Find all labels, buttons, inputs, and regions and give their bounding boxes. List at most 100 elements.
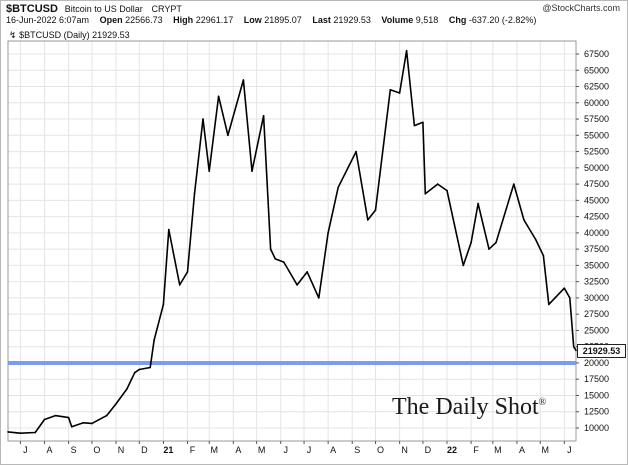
price-point xyxy=(488,248,490,250)
legend-label: $BTCUSD (Daily) 21929.53 xyxy=(19,30,130,40)
last-price-marker: 21929.53 xyxy=(577,344,626,358)
price-point xyxy=(217,95,220,98)
price-point xyxy=(208,170,211,172)
price-point xyxy=(422,121,424,124)
price-point xyxy=(462,264,465,267)
x-tick-label: J xyxy=(307,445,312,455)
price-point xyxy=(495,241,497,244)
x-tick-label: J xyxy=(567,445,572,455)
watermark-logo: The Daily Shot® xyxy=(392,394,547,420)
y-tick-label: 40000 xyxy=(584,228,609,238)
price-point xyxy=(534,238,537,241)
price-point xyxy=(542,254,545,257)
x-tick-label: N xyxy=(118,445,125,455)
price-point xyxy=(436,183,439,185)
price-point xyxy=(554,297,556,299)
x-tick-label: A xyxy=(47,445,53,455)
price-point xyxy=(19,432,22,434)
price-point xyxy=(43,418,46,421)
x-tick-label: D xyxy=(425,445,432,455)
y-tick-label: 65000 xyxy=(584,65,609,75)
price-point xyxy=(446,189,448,192)
price-point xyxy=(563,287,566,289)
price-point xyxy=(337,186,340,189)
y-tick-label: 30000 xyxy=(584,293,609,303)
price-point xyxy=(548,303,550,306)
y-tick-label: 55000 xyxy=(584,130,609,140)
symbol: $BTCUSD xyxy=(6,3,58,15)
price-point xyxy=(269,248,272,250)
x-axis: J A S O N D 21 F M A M J J A S O N D 22 F M A M J xyxy=(19,441,572,455)
series-legend: ↯ $BTCUSD (Daily) 21929.53 xyxy=(9,30,130,41)
price-point xyxy=(523,219,525,221)
price-point xyxy=(168,228,170,231)
price-point xyxy=(306,271,308,273)
price-point xyxy=(227,134,229,137)
quote-low: Low 21895.07 xyxy=(243,15,302,25)
y-tick-label: 67500 xyxy=(584,49,609,59)
price-point xyxy=(568,297,571,299)
y-tick-label: 10000 xyxy=(584,423,609,433)
y-tick-label: 50000 xyxy=(584,163,609,173)
y-tick-label: 17500 xyxy=(584,374,609,384)
price-point xyxy=(318,297,320,299)
y-tick-label: 25000 xyxy=(584,325,609,335)
price-point xyxy=(572,345,575,348)
x-tick-label: M xyxy=(494,445,502,455)
price-point xyxy=(178,284,181,286)
y-tick-label: 27500 xyxy=(584,309,609,319)
y-axis: 1000012500150001750020000225002500027500… xyxy=(576,49,609,433)
x-tick-label: M xyxy=(210,445,218,455)
price-point xyxy=(186,271,189,273)
price-point xyxy=(105,414,108,417)
legend-swatch-icon: ↯ xyxy=(9,30,17,40)
price-point xyxy=(389,88,392,91)
price-point xyxy=(67,416,70,419)
price-point xyxy=(327,232,329,234)
exchange: CRYPT xyxy=(151,4,182,14)
price-point xyxy=(274,258,277,260)
price-point xyxy=(477,202,479,205)
y-tick-label: 62500 xyxy=(584,82,609,92)
x-tick-label: S xyxy=(354,445,360,455)
price-point xyxy=(262,114,265,117)
price-point xyxy=(283,261,285,263)
y-tick-label: 32500 xyxy=(584,277,609,287)
x-tick-label: F xyxy=(190,445,196,455)
price-point xyxy=(54,414,57,417)
price-point xyxy=(413,124,416,127)
y-tick-label: 45000 xyxy=(584,195,609,205)
price-point xyxy=(91,422,93,425)
quote-high: High 22961.17 xyxy=(173,15,234,25)
price-series-line xyxy=(7,49,577,435)
x-tick-label: J xyxy=(283,445,288,455)
price-point xyxy=(405,49,408,52)
x-tick-label: A xyxy=(330,445,336,455)
plot-area xyxy=(7,40,577,442)
y-tick-label: 15000 xyxy=(584,390,609,400)
y-tick-label: 37500 xyxy=(584,244,609,254)
price-point xyxy=(115,403,117,405)
x-tick-label: A xyxy=(235,445,241,455)
y-tick-label: 20000 xyxy=(584,358,609,368)
y-tick-label: 42500 xyxy=(584,212,609,222)
y-tick-label: 47500 xyxy=(584,179,609,189)
price-point xyxy=(470,241,472,244)
price-point xyxy=(398,92,401,94)
price-point xyxy=(366,219,369,221)
price-point xyxy=(251,170,253,172)
price-point xyxy=(296,284,298,286)
price-point xyxy=(162,303,165,306)
chart-header: $BTCUSD Bitcoin to US Dollar CRYPT @Stoc… xyxy=(6,3,622,17)
x-tick-label: O xyxy=(377,445,384,455)
y-tick-label: 52500 xyxy=(584,147,609,157)
symbol-description: Bitcoin to US Dollar xyxy=(64,4,143,14)
price-point xyxy=(70,425,73,428)
price-point xyxy=(133,371,136,374)
grid xyxy=(8,41,576,441)
x-tick-label: M xyxy=(542,445,550,455)
quote-open: Open 22566.73 xyxy=(99,15,163,25)
x-tick-label: A xyxy=(519,445,525,455)
price-point xyxy=(34,431,36,434)
x-tick-label: S xyxy=(71,445,77,455)
